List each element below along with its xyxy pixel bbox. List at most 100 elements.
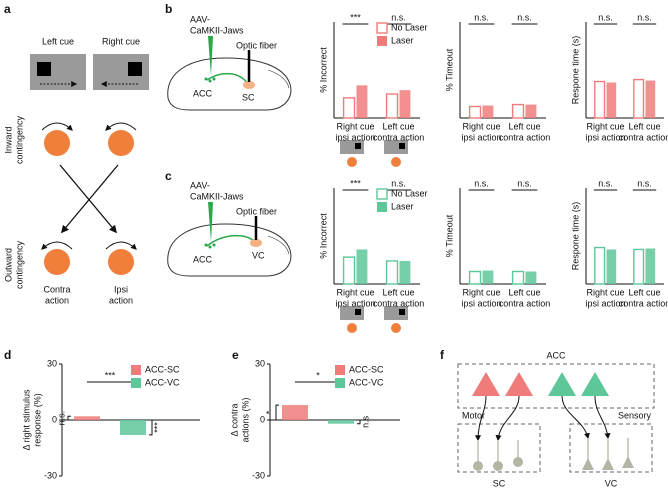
sig-label: ***: [105, 370, 116, 380]
x-tick-label: Left cue: [382, 287, 414, 297]
x-tick-label: Left cue: [508, 287, 540, 297]
region-label: ACC: [193, 254, 213, 264]
panel-label: c: [165, 169, 172, 183]
fiber-label: Optic fiber: [236, 40, 277, 50]
pathway-label: Sensory: [618, 410, 652, 420]
trial-icons: [340, 140, 408, 333]
x-tick-label: Left cue: [628, 287, 660, 297]
sig-label: n.s.: [517, 178, 532, 188]
legend-swatch: [131, 378, 141, 388]
bar: [645, 248, 656, 284]
x-tick-label: Right cue: [462, 287, 500, 297]
brain: [167, 223, 292, 277]
x-tick-label: ipsi action: [461, 298, 501, 308]
sig-bracket: [275, 404, 279, 421]
bar: [399, 260, 411, 284]
target-area: [250, 239, 262, 247]
y-axis-label: Respone time (s): [570, 202, 580, 271]
sig-label: n.s.: [474, 12, 489, 22]
target-area: [243, 81, 255, 89]
sig-label: n.s.: [598, 12, 613, 22]
bar: [74, 416, 100, 420]
wheel: [44, 249, 70, 275]
x-tick-label: ipsi action: [335, 132, 375, 142]
bar: [645, 80, 656, 118]
brain-detail: [267, 69, 290, 89]
y-axis-label: % Timeout: [444, 214, 454, 257]
projection: [206, 72, 249, 85]
injection: [208, 202, 213, 242]
cue-label: Right cue: [102, 36, 140, 46]
x-tick-label: ipsi action: [585, 298, 625, 308]
region-label: SC: [242, 92, 255, 102]
action-label: action: [45, 295, 69, 305]
sig-label: *: [264, 410, 274, 414]
virus-label: CaMKII-Jaws: [190, 25, 244, 35]
sig-label: *: [316, 370, 320, 380]
legend-swatch: [131, 365, 141, 375]
virus-label: AAV-: [190, 180, 210, 190]
bar: [482, 105, 494, 118]
bar: [342, 256, 356, 285]
legend-swatch: [377, 202, 387, 212]
x-tick-label: Left cue: [382, 121, 414, 131]
y-axis-label: Respone time (s): [570, 36, 580, 105]
bar: [468, 105, 482, 119]
region-label: ACC: [546, 350, 566, 360]
stimulus: [37, 62, 51, 76]
fiber-label: Optic fiber: [236, 206, 277, 216]
sig-label: ***: [152, 422, 162, 433]
contingency-label: contingency: [14, 115, 24, 164]
injection: [208, 36, 213, 76]
legend-swatch: [335, 378, 345, 388]
sig-label: n.s.: [637, 178, 652, 188]
diagram-f: ACC Motor Sensory SC VC: [457, 350, 655, 488]
contingency-label: contingency: [14, 240, 24, 289]
y-axis-label: % Incorrect: [318, 47, 328, 93]
action-label: action: [109, 295, 133, 305]
bar: [468, 270, 482, 285]
wheel: [108, 249, 134, 275]
bar: [511, 103, 525, 119]
x-tick-label: Left cue: [508, 121, 540, 131]
bar: [342, 97, 356, 119]
y-axis-label: response (%): [32, 393, 42, 447]
region-box: [569, 423, 653, 473]
diagram-c: AAV- CaMKII-Jaws Optic fiber ACC VC: [167, 180, 292, 277]
sig-bracket: [149, 419, 153, 436]
panel-label: f: [440, 348, 445, 362]
bar: [282, 405, 308, 420]
y-tick-label: -30: [44, 470, 57, 480]
turn-arrow: [105, 122, 137, 131]
bar: [525, 271, 537, 284]
sig-label: n.s.: [56, 411, 66, 426]
bar: [356, 85, 368, 118]
bar: [606, 249, 617, 284]
x-tick-label: ipsi action: [461, 132, 501, 142]
sig-label: ***: [350, 12, 361, 22]
contingency-label: Inward: [3, 126, 13, 153]
region-label: VC: [605, 478, 618, 488]
bar: [594, 80, 606, 119]
bar: [482, 270, 494, 284]
cue-label: Left cue: [42, 36, 74, 46]
wheel: [44, 130, 70, 156]
x-tick-label: ipsi action: [335, 298, 375, 308]
y-tick-label: -30: [252, 470, 265, 480]
region-label: ACC: [193, 88, 213, 98]
x-tick-label: Right cue: [586, 287, 624, 297]
legend-swatch: [376, 188, 388, 200]
y-tick-label: 30: [255, 358, 265, 368]
panel-label: e: [232, 348, 239, 362]
region-label: VC: [252, 250, 265, 260]
arrow: [59, 164, 118, 234]
sig-label: ***: [350, 178, 361, 188]
sig-bracket: [357, 419, 361, 425]
brain-detail: [267, 235, 290, 255]
panel-label: d: [4, 348, 11, 362]
legend-label: No Laser: [391, 188, 428, 198]
bar: [385, 260, 399, 285]
region-box: [457, 363, 655, 409]
sig-label: n.s.: [474, 178, 489, 188]
action-label: Ipsi: [114, 284, 128, 294]
